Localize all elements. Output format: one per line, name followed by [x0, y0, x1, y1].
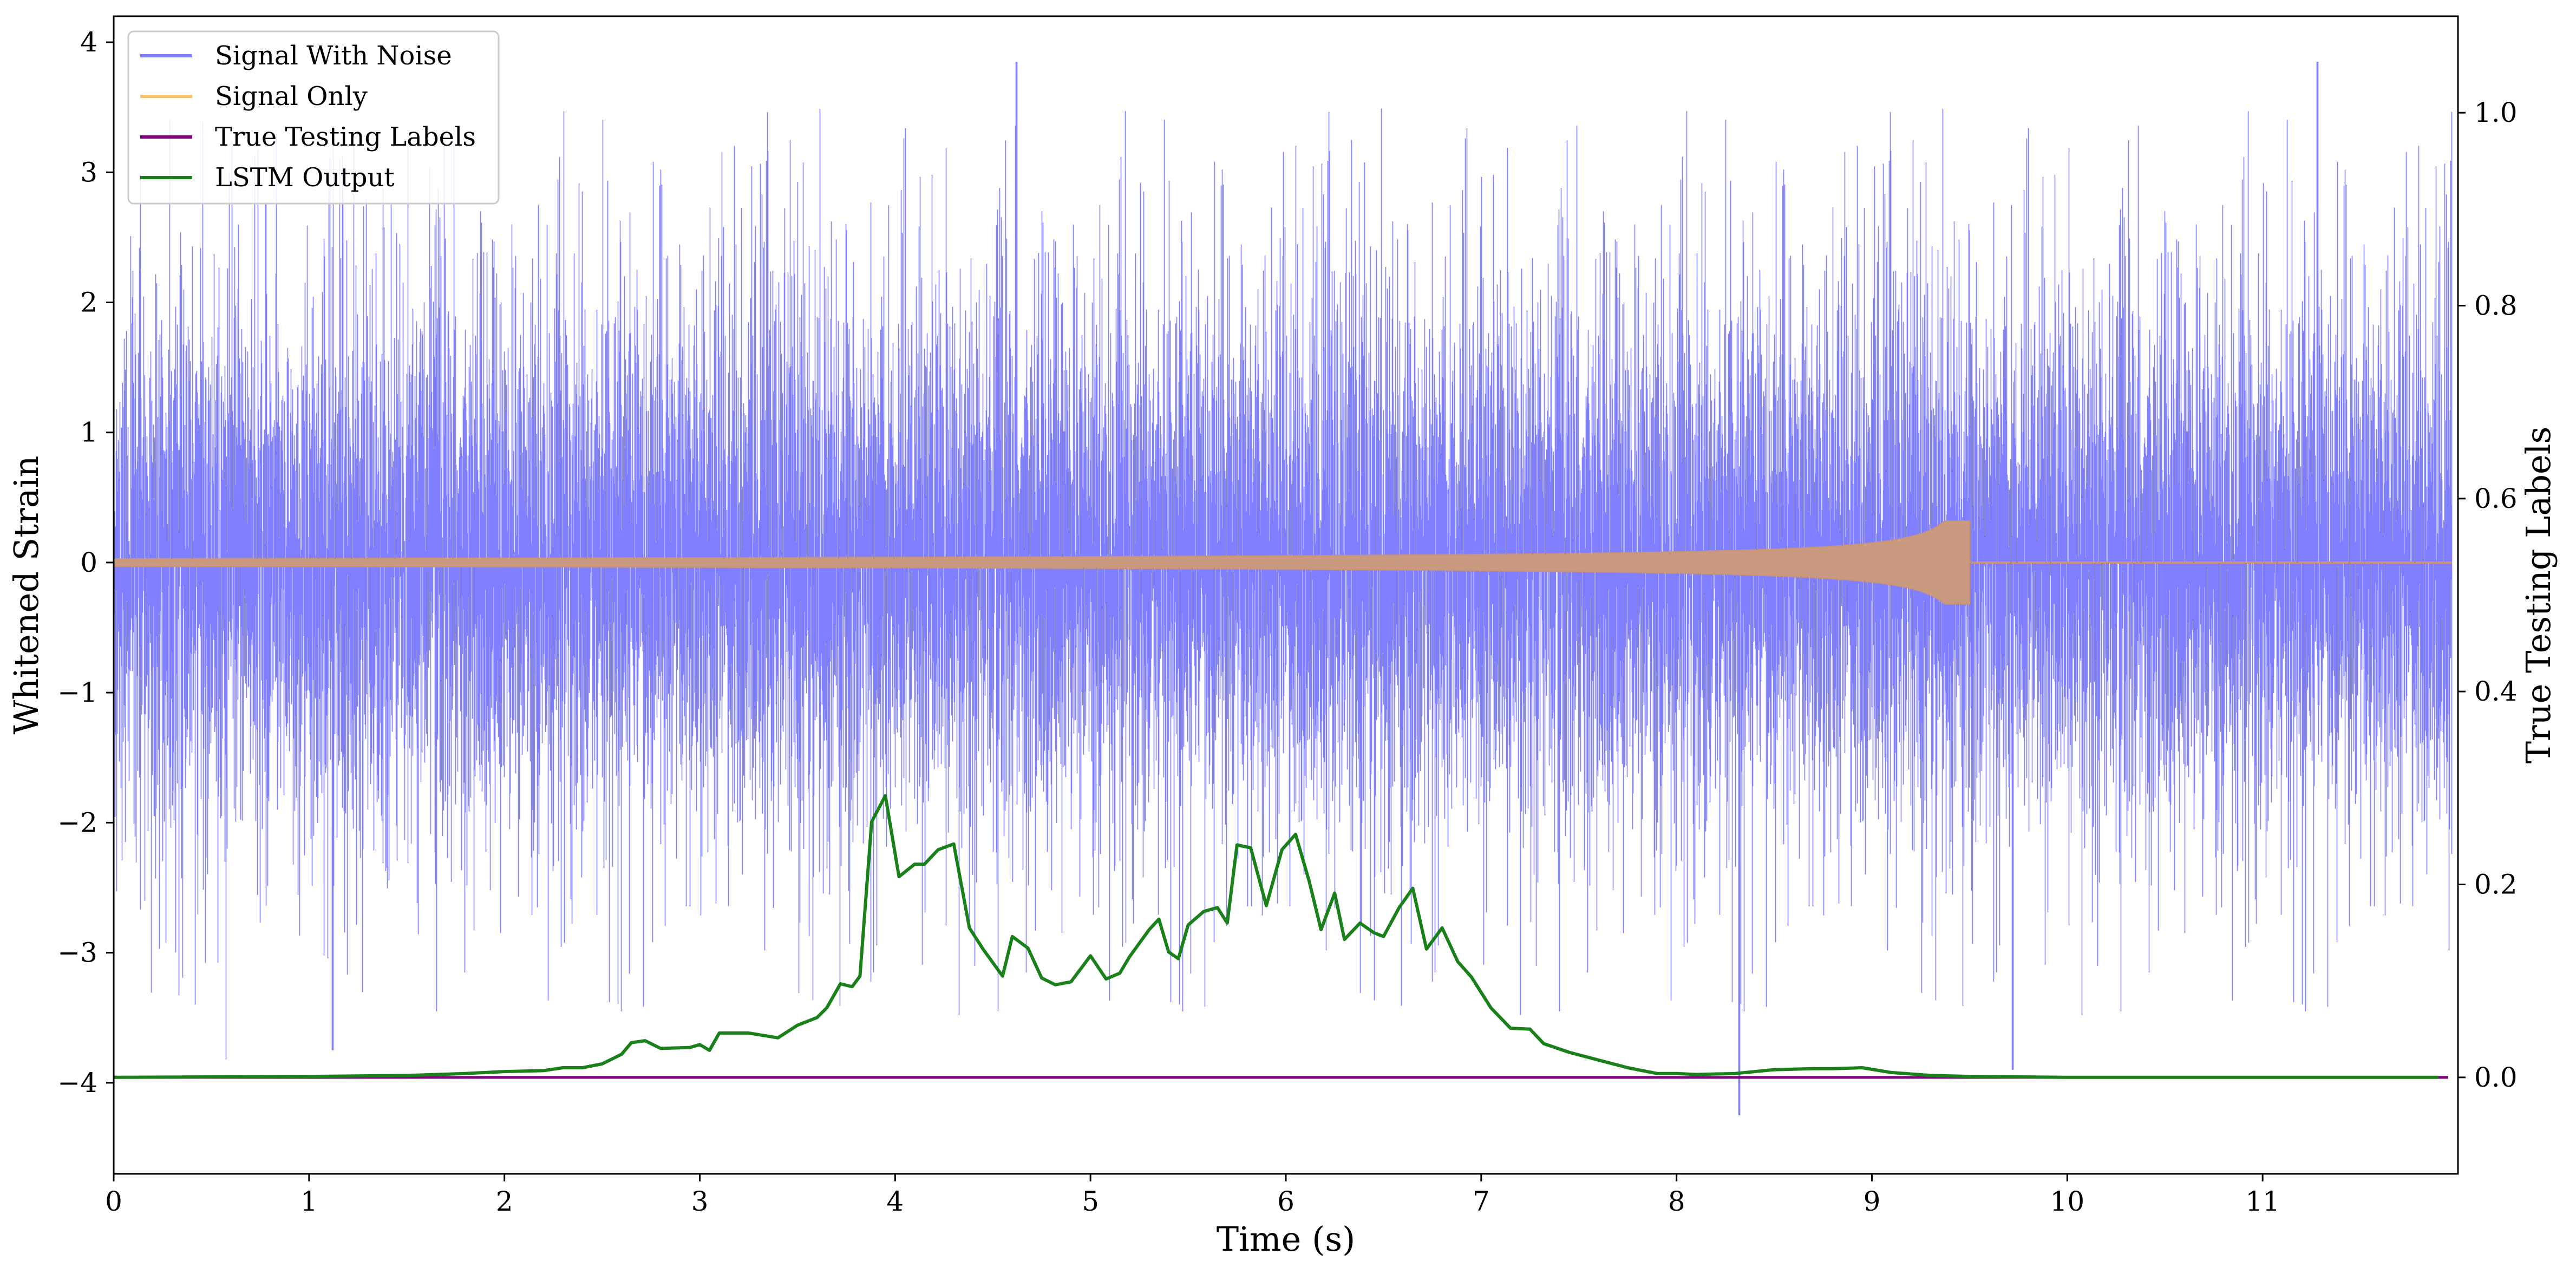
x-tick-label: 9 — [1864, 1186, 1881, 1217]
legend-label: LSTM Output — [215, 162, 395, 193]
y-right-tick-label: 0.8 — [2474, 290, 2518, 322]
x-tick-label: 1 — [300, 1186, 318, 1217]
series-signal-only — [114, 520, 1970, 605]
legend-label: True Testing Labels — [215, 122, 476, 152]
y-right-tick-label: 0.2 — [2474, 869, 2518, 900]
legend-label: Signal Only — [215, 81, 368, 112]
y-right-tick-label: 0.6 — [2474, 483, 2518, 514]
x-tick-label: 3 — [691, 1186, 709, 1217]
plot-area — [114, 62, 2453, 1115]
y-left-tick-label: 1 — [80, 417, 97, 448]
axes: 0 1 2 3 4 5 6 7 8 9 10 11 −4 −3 −2 −1 0 1 2 3 4 0.0 0.2 0.4 0.6 0… — [57, 15, 2518, 1217]
y-axis-left-label: Whitened Strain — [6, 456, 46, 735]
y-right-tick-label: 0.4 — [2474, 676, 2518, 707]
x-tick-label: 7 — [1473, 1186, 1490, 1217]
y-left-tick-label: −1 — [57, 677, 97, 708]
x-tick-label: 0 — [105, 1186, 122, 1217]
y-left-tick-label: 4 — [80, 27, 97, 58]
legend-box — [127, 30, 500, 205]
x-tick-label: 2 — [496, 1186, 513, 1217]
y-left-tick-label: 0 — [80, 547, 97, 578]
x-tick-label: 11 — [2245, 1186, 2280, 1217]
x-tick-label: 8 — [1668, 1186, 1685, 1217]
y-right-tick-label: 0.0 — [2474, 1062, 2518, 1093]
y-axis-right-label: True Testing Labels — [2519, 427, 2558, 764]
y-left-tick-label: −3 — [57, 937, 97, 969]
series-lstm-output — [114, 794, 2438, 1079]
y-left-tick-label: −4 — [57, 1067, 97, 1099]
x-tick-label: 4 — [886, 1186, 904, 1217]
y-left-tick-label: −2 — [57, 807, 97, 838]
x-axis-label: Time (s) — [1217, 1219, 1356, 1259]
x-tick-label: 10 — [2050, 1186, 2085, 1217]
x-tick-label: 6 — [1277, 1186, 1294, 1217]
y-left-tick-label: 2 — [80, 286, 97, 318]
y-right-tick-label: 1.0 — [2474, 97, 2518, 128]
y-left-tick-label: 3 — [80, 156, 97, 188]
x-tick-label: 5 — [1082, 1186, 1099, 1217]
legend-label: Signal With Noise — [215, 41, 452, 71]
legend: Signal With Noise Signal Only True Testing… — [127, 30, 500, 205]
series-signal-with-noise — [114, 62, 2453, 1115]
